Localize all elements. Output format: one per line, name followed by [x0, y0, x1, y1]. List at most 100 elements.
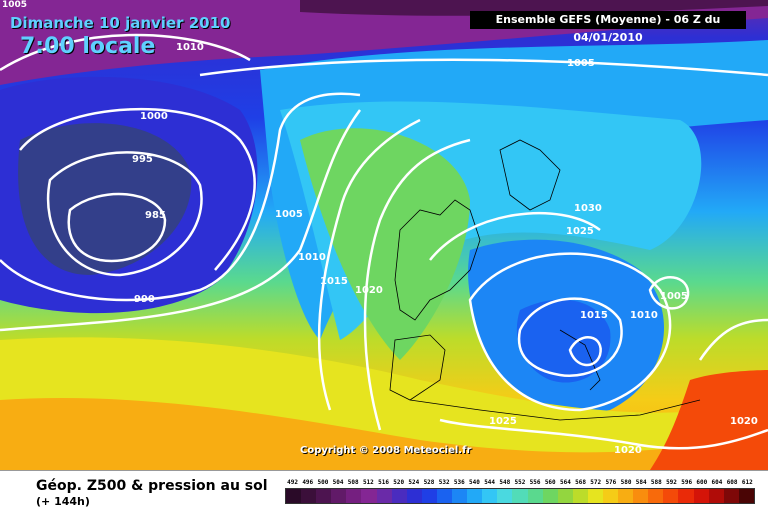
isobar-line — [429, 211, 601, 261]
scale-swatch — [391, 489, 407, 503]
scale-label: 600 — [696, 479, 708, 486]
scale-swatch — [527, 489, 543, 503]
isobar-label: 1010 — [176, 42, 204, 53]
isobar-line — [19, 107, 256, 271]
scale-label: 520 — [393, 479, 405, 486]
scale-swatch — [361, 489, 377, 503]
isobar-line — [46, 151, 203, 277]
scale-label: 516 — [378, 479, 389, 486]
scale-swatch — [738, 489, 754, 503]
scale-swatches — [285, 488, 755, 504]
isobars — [0, 33, 768, 450]
z500-band-532 — [516, 299, 611, 383]
scale-swatch — [633, 489, 649, 503]
scale-label: 564 — [559, 479, 571, 486]
coastline-scandinavia — [499, 139, 561, 211]
scale-swatch — [376, 489, 392, 503]
scale-label: 532 — [438, 479, 450, 486]
map-canvas: 1010 1005 1000 995 985 990 1005 1010 101… — [0, 0, 768, 470]
scale-swatch — [663, 489, 679, 503]
isobar-label: 1005 — [275, 209, 303, 220]
model-run-banner: Ensemble GEFS (Moyenne) - 06 Z du 04/01/… — [470, 11, 746, 44]
isobar-line — [439, 418, 768, 450]
isobar-label: 1005 — [567, 58, 595, 69]
scale-swatch — [602, 489, 619, 503]
scale-label: 504 — [332, 479, 344, 486]
copyright-text: Copyright © 2008 Meteociel.fr — [300, 445, 472, 456]
scale-swatch — [678, 489, 694, 503]
scale-label: 568 — [575, 479, 586, 486]
scale-swatch — [331, 489, 347, 503]
scale-label: 492 — [287, 479, 298, 486]
scale-label: 576 — [605, 479, 617, 486]
scale-swatch — [286, 489, 302, 503]
isobar-line — [648, 276, 690, 310]
scale-label: 524 — [408, 479, 420, 486]
scale-swatch — [406, 489, 422, 503]
z500-core-low — [18, 123, 192, 275]
scale-swatch — [301, 489, 317, 503]
z500-band-500 — [300, 0, 768, 16]
scale-label: 500 — [317, 479, 329, 486]
scale-swatch — [497, 489, 513, 503]
scale-label: 552 — [514, 479, 526, 486]
scale-swatch — [572, 489, 588, 503]
scale-label: 608 — [726, 479, 738, 486]
scale-swatch — [618, 489, 634, 503]
isobar-label: 990 — [134, 294, 155, 305]
scale-swatch — [452, 489, 468, 503]
scale-label: 528 — [423, 479, 435, 486]
scale-swatch — [648, 489, 664, 503]
scale-label: 508 — [347, 479, 359, 486]
isobar-label: 1015 — [320, 276, 348, 287]
scale-swatch — [482, 489, 498, 503]
scale-label: 612 — [741, 479, 753, 486]
legend-title: Géop. Z500 & pression au sol — [36, 478, 268, 494]
color-scale: 492 496 500 504 508 512 516 520 524 528 532 536 540 5… — [285, 479, 755, 504]
scale-swatch — [723, 489, 739, 503]
scale-label: 548 — [499, 479, 511, 486]
scale-swatch — [467, 489, 483, 503]
isobar-label: 1010 — [630, 310, 658, 321]
scale-label: 556 — [529, 479, 541, 486]
scale-swatch — [316, 489, 332, 503]
isobar-label: 1025 — [489, 416, 517, 427]
isobar-line — [199, 58, 768, 77]
isobar-line — [468, 252, 672, 412]
z500-band-580 — [0, 398, 768, 470]
forecast-time: 7:00 locale — [20, 34, 156, 59]
isobar-label: 1005 — [2, 0, 28, 10]
scale-swatch — [421, 489, 437, 503]
coastline-western-europe — [394, 199, 481, 321]
coastline-north-africa — [409, 399, 701, 421]
isobar-label: 1025 — [566, 226, 594, 237]
scale-swatch — [346, 489, 362, 503]
isobar-line — [568, 336, 602, 367]
scale-label: 580 — [620, 479, 632, 486]
coastline-iberia — [389, 334, 446, 401]
isobar-label: 985 — [145, 210, 166, 221]
isobar-label: 1020 — [355, 285, 383, 296]
isobar-label: 1030 — [574, 203, 602, 214]
isobar-line — [363, 138, 471, 431]
scale-swatch — [708, 489, 724, 503]
isobar-label: 1005 — [660, 291, 688, 302]
legend-subtitle: (+ 144h) — [36, 495, 90, 508]
scale-swatch — [557, 489, 573, 503]
scale-swatch — [436, 489, 453, 503]
isobar-label: 1020 — [614, 445, 642, 456]
scale-label: 588 — [650, 479, 662, 486]
scale-label: 560 — [544, 479, 556, 486]
isobar-line — [0, 109, 362, 332]
scale-labels: 492 496 500 504 508 512 516 520 524 528 532 536 540 5… — [285, 479, 755, 486]
forecast-date: Dimanche 10 janvier 2010 — [10, 14, 231, 32]
scale-label: 536 — [453, 479, 465, 486]
isobar-line — [317, 118, 421, 411]
scale-swatch — [542, 489, 558, 503]
scale-label: 572 — [590, 479, 602, 486]
isobar-line — [67, 192, 167, 263]
isobar-line — [698, 318, 768, 361]
scale-label: 496 — [302, 479, 314, 486]
isobar-line — [0, 92, 361, 302]
isobar-line — [517, 297, 623, 377]
